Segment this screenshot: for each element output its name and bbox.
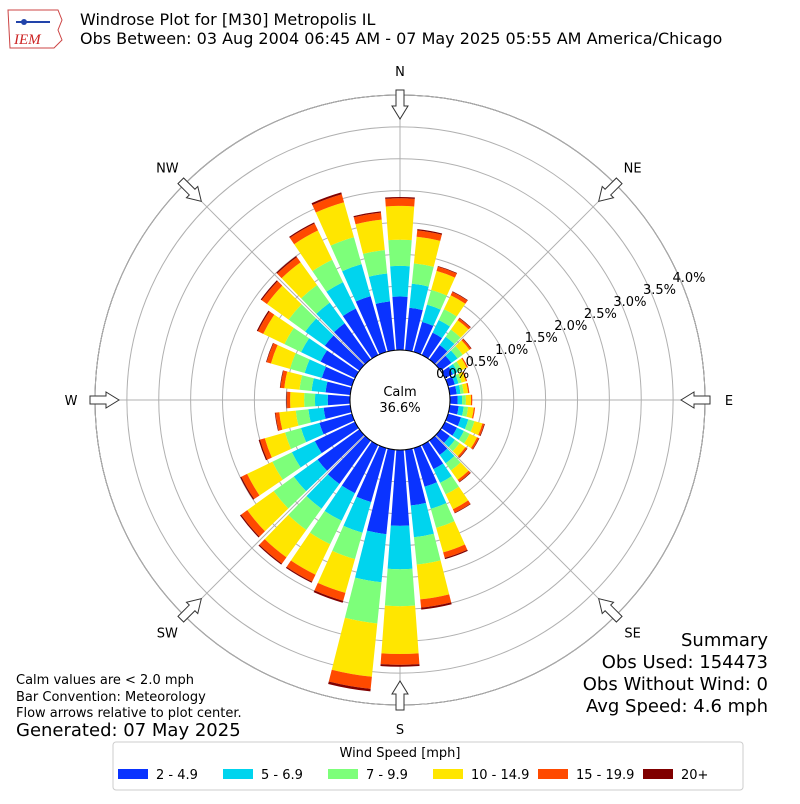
direction-label: N	[395, 65, 405, 80]
r-tick-label: 1.5%	[525, 331, 558, 346]
note: Flow arrows relative to plot center.	[16, 706, 242, 721]
r-tick-label: 3.5%	[643, 283, 676, 298]
r-tick-label: 0.0%	[436, 367, 469, 382]
wind-bar	[381, 653, 420, 665]
direction-label: NE	[624, 161, 642, 176]
logo: IEM	[8, 10, 62, 48]
calm-label: Calm	[383, 385, 416, 400]
direction-label: S	[396, 723, 404, 738]
legend-label: 2 - 4.9	[156, 768, 198, 783]
wind-bar	[381, 606, 418, 654]
wind-bar	[385, 198, 415, 206]
wind-bar	[457, 395, 462, 404]
legend-label: 7 - 9.9	[366, 768, 408, 783]
direction-label: W	[65, 394, 78, 409]
wind-bar	[462, 395, 466, 405]
r-tick-label: 2.5%	[584, 307, 617, 322]
wind-bar	[466, 395, 471, 405]
direction-label: SE	[624, 627, 640, 642]
legend-label: 5 - 6.9	[261, 768, 303, 783]
summary: Avg Speed: 4.6 mph	[586, 696, 768, 717]
generated: Generated: 07 May 2025	[16, 720, 241, 741]
wind-bar	[386, 206, 414, 240]
summary: Summary	[681, 630, 768, 651]
legend-label: 10 - 14.9	[471, 768, 529, 783]
r-tick-label: 4.0%	[672, 271, 705, 286]
legend-swatch	[223, 769, 253, 779]
wind-bar	[315, 394, 328, 406]
wind-bar	[304, 393, 315, 407]
r-tick-label: 3.0%	[613, 295, 646, 310]
wind-bar	[388, 240, 411, 266]
note: Calm values are < 2.0 mph	[16, 673, 194, 688]
legend-swatch	[538, 769, 568, 779]
legend-swatch	[433, 769, 463, 779]
legend-swatch	[118, 769, 148, 779]
legend-swatch	[328, 769, 358, 779]
calm-value: 36.6%	[379, 401, 420, 416]
legend-label: 20+	[681, 768, 708, 783]
wind-bar	[471, 395, 472, 406]
wind-bar	[450, 396, 458, 404]
r-tick-label: 1.0%	[495, 343, 528, 358]
direction-label: E	[725, 394, 733, 409]
r-tick-label: 0.5%	[466, 355, 499, 370]
wind-bar	[290, 392, 304, 408]
note: Bar Convention: Meteorology	[16, 690, 206, 705]
legend-title: Wind Speed [mph]	[340, 746, 461, 761]
wind-bar	[390, 266, 410, 297]
direction-label: SW	[157, 627, 178, 642]
legend-label: 15 - 19.9	[576, 768, 634, 783]
direction-label: NW	[156, 161, 179, 176]
wind-bar	[385, 569, 415, 606]
chart-subtitle: Obs Between: 03 Aug 2004 06:45 AM - 07 M…	[80, 29, 722, 48]
wind-bar	[388, 526, 413, 570]
summary: Obs Used: 154473	[602, 652, 768, 673]
summary: Obs Without Wind: 0	[583, 674, 768, 695]
legend-swatch	[643, 769, 673, 779]
calm-circle	[350, 350, 450, 450]
wind-bar	[328, 395, 350, 406]
svg-text:IEM: IEM	[13, 32, 42, 48]
chart-title: Windrose Plot for [M30] Metropolis IL	[80, 10, 375, 29]
wind-bar	[287, 392, 290, 409]
r-tick-label: 2.0%	[554, 319, 587, 334]
